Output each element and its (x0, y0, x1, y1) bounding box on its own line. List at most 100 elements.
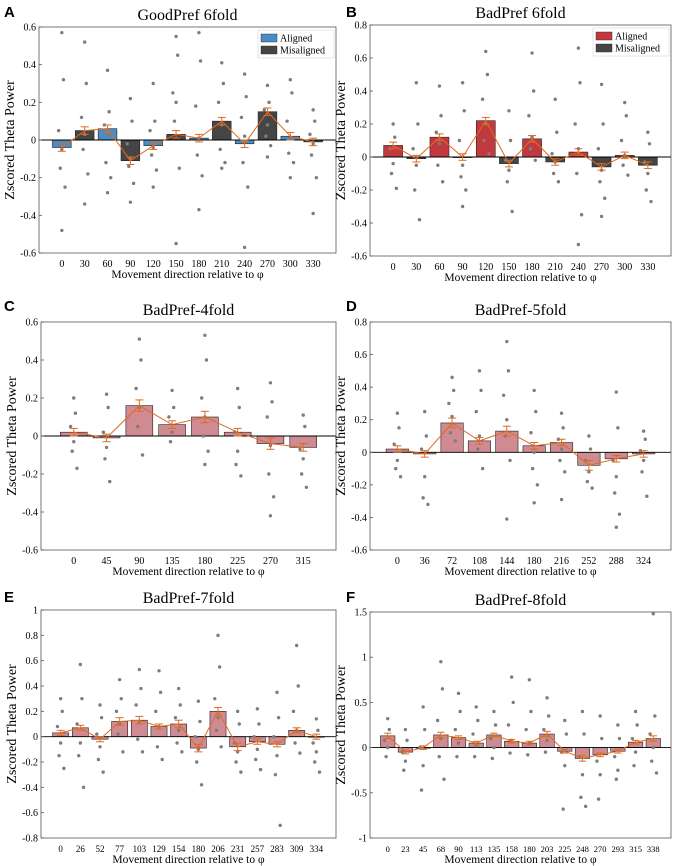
data-point (462, 109, 466, 113)
mean-line (73, 404, 304, 448)
x-tick-label: 225 (558, 844, 571, 854)
data-point (458, 709, 462, 714)
data-point (598, 714, 602, 718)
data-point (109, 175, 113, 180)
legend-swatch-aligned (595, 31, 613, 41)
y-tick-label: -0.2 (22, 470, 38, 481)
data-point (477, 369, 482, 373)
data-point (194, 104, 198, 108)
data-point (199, 396, 204, 400)
data-point (314, 175, 319, 180)
data-point (131, 181, 136, 186)
data-point (220, 166, 224, 170)
data-point (101, 770, 105, 774)
y-tick-label: 0.4 (355, 87, 368, 98)
data-point (545, 738, 549, 743)
data-point (104, 160, 108, 165)
data-point (391, 122, 395, 126)
data-point (508, 138, 513, 143)
data-point (73, 411, 78, 415)
data-point (442, 777, 446, 781)
data-point (197, 30, 201, 35)
data-point (290, 91, 294, 95)
data-point (246, 185, 250, 189)
data-point (128, 96, 133, 101)
data-point (545, 696, 549, 700)
data-point (255, 707, 260, 711)
data-point (476, 447, 480, 451)
data-point (546, 714, 551, 718)
data-point (265, 415, 269, 419)
data-point (174, 241, 178, 246)
data-point (511, 700, 515, 705)
x-tick-label: 270 (260, 259, 275, 270)
data-point (239, 770, 243, 774)
y-tick-label: 0 (31, 136, 36, 147)
data-point (60, 709, 64, 714)
panel-e: E BadPref-7fold -0.8 -0.6 -0.4 -0.2 0 0.2 0.4 0.6… (4, 589, 337, 866)
x-tick-label: 52 (96, 844, 105, 854)
data-point (68, 424, 73, 429)
y-tick-label: 0.2 (355, 415, 368, 426)
data-point (60, 30, 64, 35)
data-point (58, 741, 63, 745)
panel-letter: A (4, 4, 15, 21)
data-point (121, 750, 125, 754)
y-tick-label: 0 (33, 432, 38, 443)
x-tick-label: 338 (647, 844, 660, 854)
data-point (134, 703, 138, 707)
plot-frame (369, 321, 672, 551)
y-tick-label: -1 (359, 834, 367, 845)
data-point (172, 119, 177, 123)
panel-f: F BadPref-8fold -1 -0.5 0 0.5 1 1.5 0 23 45 68 90 113… (334, 589, 672, 866)
y-tick-label: 0.8 (355, 318, 368, 329)
data-point (622, 100, 627, 105)
data-point (424, 434, 429, 438)
data-point (195, 760, 199, 764)
data-point (311, 108, 315, 112)
data-point (116, 732, 120, 736)
data-point (237, 405, 241, 410)
data-point (242, 72, 247, 76)
data-point (79, 115, 84, 120)
data-point (472, 754, 477, 759)
data-point (416, 122, 420, 126)
y-axis-label: Zscored Theta Power (5, 664, 20, 784)
data-point (450, 414, 454, 419)
data-point (235, 709, 240, 714)
data-point (287, 151, 291, 155)
data-point (105, 191, 110, 195)
panel-a: A GoodPref 6fold -0.6 -0.4 -0.2 0 0.2 0.4 0.6 0 30… (3, 4, 337, 281)
y-tick-label: -0.8 (22, 834, 38, 845)
data-point (550, 152, 554, 156)
data-point (460, 163, 465, 167)
data-point (447, 401, 451, 406)
data-point (530, 51, 534, 55)
data-point (195, 153, 200, 157)
data-point (139, 358, 143, 362)
data-point (453, 727, 458, 732)
data-point (63, 185, 67, 189)
data-point (173, 715, 178, 720)
legend-swatch-misaligned (595, 43, 613, 53)
x-tick-label: 30 (80, 259, 90, 270)
data-point (474, 409, 478, 414)
data-point (241, 160, 245, 165)
data-point (423, 409, 427, 414)
data-point (155, 745, 160, 749)
y-tick-label: -0.4 (22, 508, 38, 519)
x-tick-label: 150 (169, 259, 184, 270)
data-point (578, 81, 582, 85)
data-point (255, 747, 260, 752)
data-point (309, 153, 314, 157)
data-point (213, 696, 217, 701)
data-point (270, 400, 274, 404)
data-point (476, 718, 480, 723)
data-point (590, 486, 594, 490)
x-tick-label: 231 (231, 844, 245, 854)
data-point (268, 381, 273, 385)
data-point (107, 110, 111, 114)
data-point (216, 633, 220, 638)
data-point (395, 411, 400, 415)
data-point (619, 138, 624, 143)
